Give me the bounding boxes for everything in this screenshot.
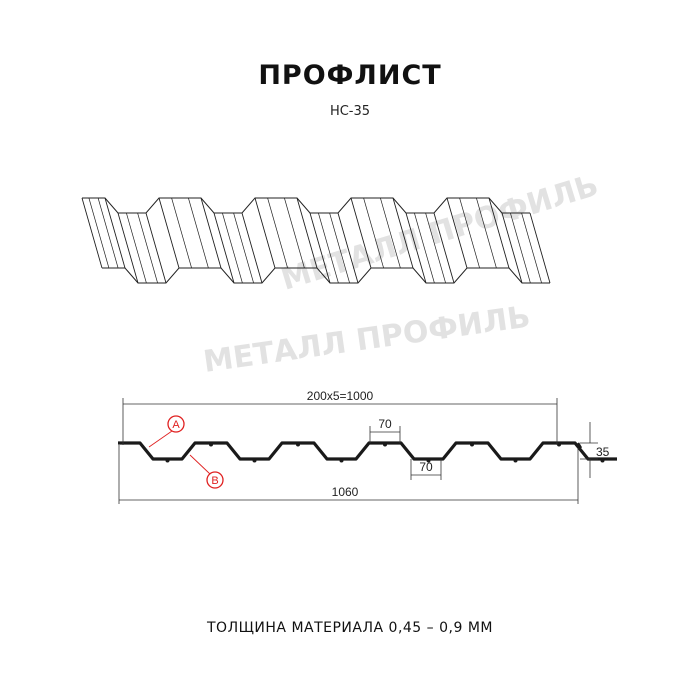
sheet-rib-line bbox=[267, 197, 288, 269]
sheet-rib-line bbox=[510, 212, 531, 284]
sheet-fold-line bbox=[405, 212, 427, 284]
dimension-bottom-width-label: 70 bbox=[419, 460, 433, 474]
sheet-bottom-edge bbox=[102, 267, 550, 284]
stiffener-rib bbox=[209, 442, 213, 447]
profile-line bbox=[118, 441, 617, 461]
sheet-rib-line bbox=[380, 197, 401, 269]
stiffener-rib bbox=[296, 442, 300, 447]
dimension-height bbox=[580, 422, 598, 478]
sheet-3d-view bbox=[81, 197, 551, 284]
sheet-rib-line bbox=[171, 197, 192, 269]
sheet-fold-line bbox=[350, 197, 372, 269]
sheet-rib-line bbox=[222, 212, 243, 284]
stiffener-rib bbox=[557, 442, 561, 447]
model-subtitle: НС-35 bbox=[329, 104, 371, 119]
sheet-fold-line bbox=[213, 212, 235, 284]
dimension-height-label: 35 bbox=[596, 445, 610, 459]
marker-b: B bbox=[189, 454, 224, 489]
sheet-rib-line bbox=[476, 197, 497, 269]
sheet-fold-line bbox=[296, 197, 318, 269]
sheet-rib-line bbox=[126, 212, 147, 284]
sheet-fold-line bbox=[446, 197, 468, 269]
sheet-rib-line bbox=[414, 212, 435, 284]
sheet-rib-line bbox=[137, 212, 158, 284]
stiffener-rib bbox=[426, 458, 431, 463]
sheet-rib-line bbox=[459, 197, 480, 269]
stiffener-rib bbox=[470, 442, 474, 447]
sheet-fold-line bbox=[200, 197, 222, 269]
sheet-fold-line bbox=[254, 197, 276, 269]
dimension-top-width-label: 70 bbox=[378, 417, 392, 431]
sheet-fold-line bbox=[117, 212, 139, 284]
sheet-top-edge bbox=[82, 197, 530, 214]
sheet-rib-line bbox=[363, 197, 384, 269]
sheet-rib-line bbox=[329, 212, 350, 284]
dimension-pitch-label: 200x5=1000 bbox=[307, 389, 374, 403]
sheet-rib-line bbox=[233, 212, 254, 284]
sheet-fold-line bbox=[104, 197, 126, 269]
page-title: ПРОФЛИСТ bbox=[258, 60, 442, 91]
stiffener-rib bbox=[339, 458, 344, 463]
watermark-lower: МЕТАЛЛ ПРОФИЛЬ bbox=[201, 299, 532, 380]
material-thickness-note: ТОЛЩИНА МАТЕРИАЛА 0,45 – 0,9 ММ bbox=[207, 620, 493, 636]
sheet-rib-line bbox=[188, 197, 209, 269]
marker-a-label: A bbox=[172, 419, 180, 431]
dimension-total-width-label: 1060 bbox=[332, 485, 359, 499]
sheet-rib-line bbox=[425, 212, 446, 284]
marker-a: A bbox=[148, 415, 185, 448]
dimension-total-width bbox=[118, 445, 579, 504]
marker-b-label: B bbox=[211, 475, 218, 487]
sheet-fold-line bbox=[392, 197, 414, 269]
stiffener-rib bbox=[252, 458, 257, 463]
stiffener-rib bbox=[165, 458, 170, 463]
sheet-rib-line bbox=[284, 197, 305, 269]
sheet-fold-line bbox=[529, 212, 551, 284]
sheet-fold-line bbox=[241, 212, 263, 284]
dimension-top-width bbox=[369, 426, 401, 443]
dimension-pitch bbox=[122, 398, 558, 445]
sheet-rib-line bbox=[318, 212, 339, 284]
cross-section-profile bbox=[118, 441, 617, 463]
sheet-fold-line bbox=[158, 197, 180, 269]
sheet-fold-line bbox=[488, 197, 510, 269]
sheet-rib-line bbox=[521, 212, 542, 284]
sheet-fold-line bbox=[501, 212, 523, 284]
sheet-rib-line bbox=[88, 197, 110, 269]
dimension-bottom-width bbox=[410, 459, 442, 480]
sheet-fold-line bbox=[433, 212, 455, 284]
sheet-fold-line bbox=[309, 212, 331, 284]
profile-edge-hook bbox=[576, 442, 583, 449]
stiffener-rib bbox=[600, 458, 605, 463]
stiffener-rib bbox=[383, 442, 387, 447]
sheet-fold-line bbox=[81, 197, 103, 269]
stiffener-rib bbox=[513, 458, 518, 463]
sheet-rib-line bbox=[97, 197, 119, 269]
sheet-fold-line bbox=[337, 212, 359, 284]
sheet-fold-line bbox=[145, 212, 167, 284]
